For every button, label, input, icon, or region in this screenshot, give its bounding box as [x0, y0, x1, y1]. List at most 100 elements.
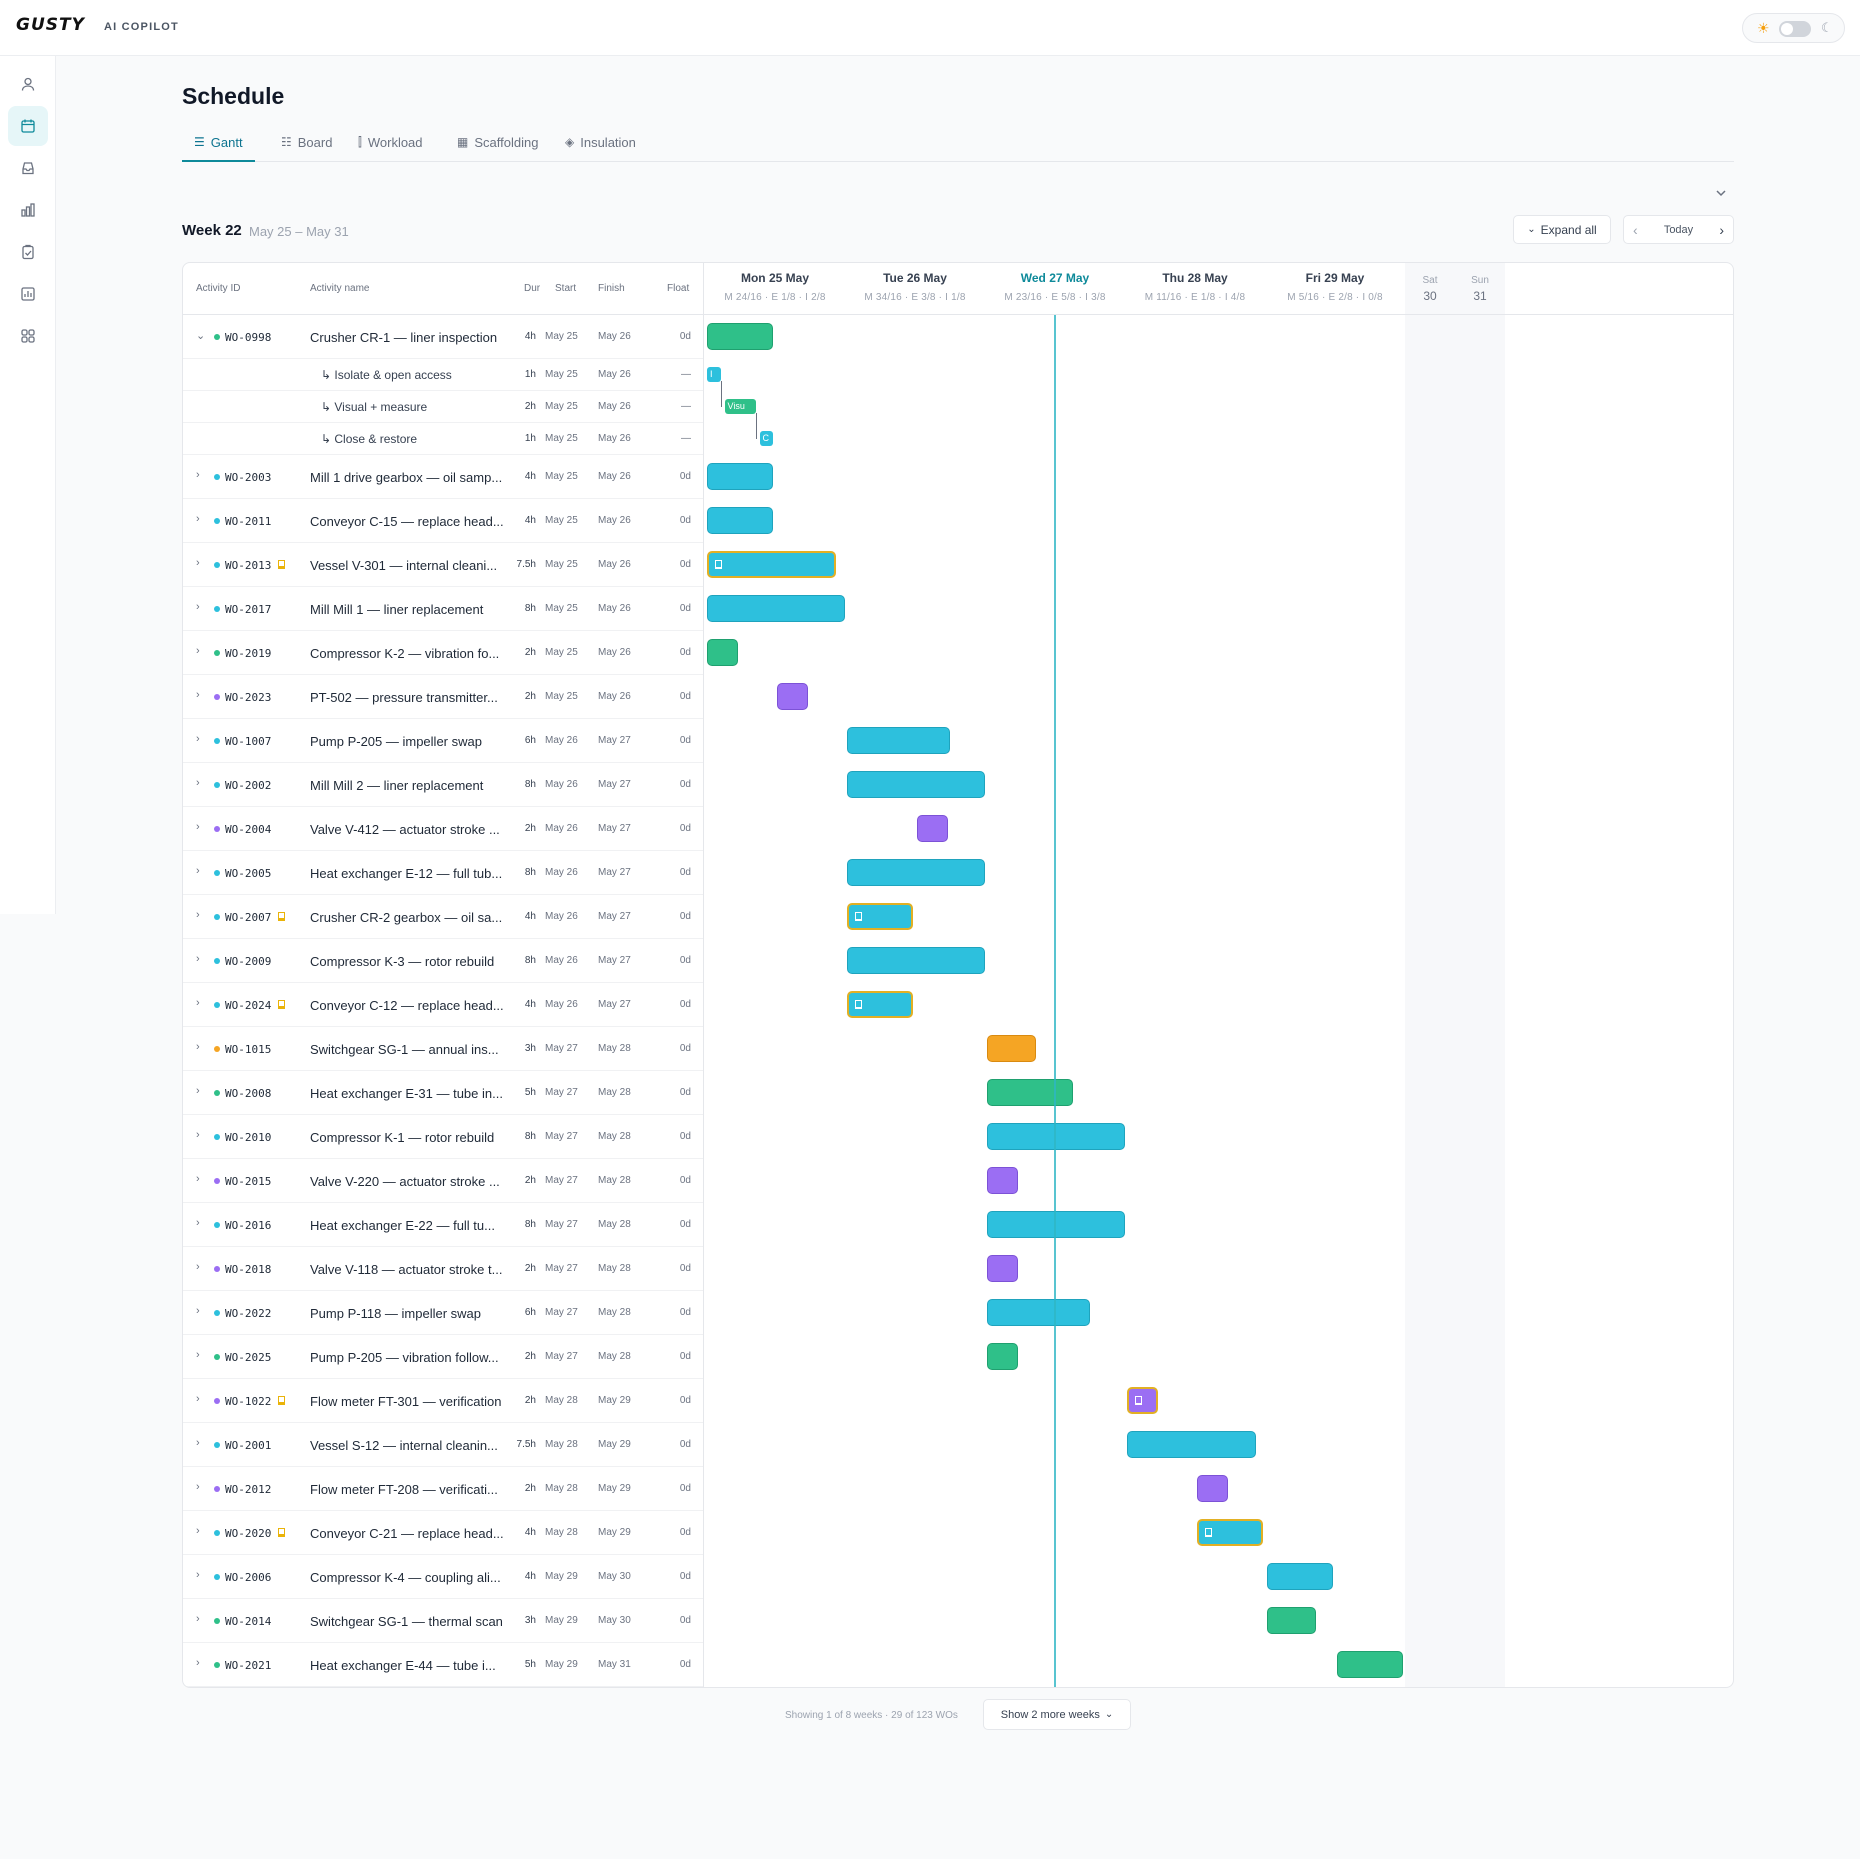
gantt-bar[interactable]	[987, 1035, 1036, 1062]
sidebar-item-schedule[interactable]	[8, 106, 48, 146]
sidebar-item-analytics[interactable]	[8, 190, 48, 230]
activity-name[interactable]: Conveyor C-15 — replace head...	[310, 514, 504, 529]
activity-name[interactable]: Pump P-205 — vibration follow...	[310, 1350, 499, 1365]
activity-name[interactable]: Compressor K-1 — rotor rebuild	[310, 1130, 495, 1145]
table-row[interactable]: › WO-2016 Heat exchanger E-22 — full tu...…	[183, 1203, 703, 1247]
chevron-right-icon[interactable]: ›	[196, 865, 200, 877]
subtask-row[interactable]: ↳ Isolate & open access 1h May 25 May 26 —	[183, 359, 703, 391]
tab-board[interactable]: ☷ Board	[281, 135, 333, 150]
table-row[interactable]: › WO-2019 Compressor K-2 — vibration fo...…	[183, 631, 703, 675]
table-row[interactable]: › WO-2020 Conveyor C-21 — replace head... 4…	[183, 1511, 703, 1555]
table-row[interactable]: › WO-2025 Pump P-205 — vibration follow...…	[183, 1335, 703, 1379]
activity-name[interactable]: Vessel S-12 — internal cleanin...	[310, 1438, 498, 1453]
chevron-right-icon[interactable]: ›	[196, 1085, 200, 1097]
activity-name[interactable]: Compressor K-4 — coupling ali...	[310, 1570, 501, 1585]
tab-scaffolding[interactable]: ▦ Scaffolding	[457, 135, 539, 150]
gantt-bar[interactable]	[987, 1255, 1018, 1282]
subtask-bar[interactable]: C	[759, 431, 773, 446]
activity-name[interactable]: Compressor K-3 — rotor rebuild	[310, 954, 495, 969]
show-more-weeks-button[interactable]: Show 2 more weeks ⌄	[983, 1699, 1131, 1730]
gantt-bar[interactable]	[1337, 1651, 1403, 1678]
activity-name[interactable]: Valve V-118 — actuator stroke t...	[310, 1262, 503, 1277]
table-row[interactable]: › WO-2022 Pump P-118 — impeller swap 6h May …	[183, 1291, 703, 1335]
table-row[interactable]: ⌄ WO-0998 Crusher CR-1 — liner inspection 4…	[183, 315, 703, 359]
chevron-right-icon[interactable]: ›	[196, 953, 200, 965]
activity-name[interactable]: Pump P-118 — impeller swap	[310, 1306, 481, 1321]
table-row[interactable]: › WO-2017 Mill Mill 1 — liner replacement 8…	[183, 587, 703, 631]
gantt-bar[interactable]	[987, 1299, 1090, 1326]
col-float[interactable]: Float	[667, 283, 690, 294]
gantt-bar[interactable]	[777, 683, 808, 710]
theme-switch[interactable]	[1779, 21, 1811, 37]
activity-name[interactable]: Vessel V-301 — internal cleani...	[310, 558, 498, 573]
logo[interactable]: GUSTY	[16, 15, 85, 35]
activity-name[interactable]: Switchgear SG-1 — thermal scan	[310, 1614, 503, 1629]
gantt-bar[interactable]	[847, 727, 950, 754]
chevron-right-icon[interactable]: ›	[196, 1217, 200, 1229]
table-row[interactable]: › WO-2001 Vessel S-12 — internal cleanin..…	[183, 1423, 703, 1467]
subtask-row[interactable]: ↳ Close & restore 1h May 25 May 26 —	[183, 423, 703, 455]
chevron-right-icon[interactable]: ›	[196, 1173, 200, 1185]
gantt-bar[interactable]	[847, 991, 913, 1018]
table-row[interactable]: › WO-2024 Conveyor C-12 — replace head... 4…	[183, 983, 703, 1027]
gantt-bar[interactable]	[917, 815, 948, 842]
gantt-bar[interactable]	[987, 1211, 1125, 1238]
table-row[interactable]: › WO-2005 Heat exchanger E-12 — full tub..…	[183, 851, 703, 895]
chevron-right-icon[interactable]: ›	[196, 821, 200, 833]
subtask-name[interactable]: ↳ Visual + measure	[321, 400, 428, 414]
gantt-bar[interactable]	[987, 1079, 1073, 1106]
chevron-right-icon[interactable]: ›	[1719, 221, 1724, 238]
col-start[interactable]: Start	[555, 283, 577, 294]
activity-name[interactable]: Valve V-220 — actuator stroke ...	[310, 1174, 500, 1189]
activity-name[interactable]: Flow meter FT-208 — verificati...	[310, 1482, 498, 1497]
sidebar-item-tasks[interactable]	[8, 232, 48, 272]
chevron-right-icon[interactable]: ›	[196, 1657, 200, 1669]
gantt-bar[interactable]	[987, 1343, 1018, 1370]
sidebar-item-inbox[interactable]	[8, 148, 48, 188]
sidebar-item-profile[interactable]	[8, 64, 48, 104]
chevron-right-icon[interactable]: ›	[196, 733, 200, 745]
chevron-right-icon[interactable]: ›	[196, 1393, 200, 1405]
chevron-right-icon[interactable]: ›	[196, 1481, 200, 1493]
table-row[interactable]: › WO-2013 Vessel V-301 — internal cleani..…	[183, 543, 703, 587]
sidebar-item-reports[interactable]	[8, 274, 48, 314]
tab-gantt[interactable]: ☰ Gantt	[182, 132, 255, 162]
gantt-bar[interactable]	[1267, 1607, 1316, 1634]
activity-name[interactable]: PT-502 — pressure transmitter...	[310, 690, 498, 705]
chevron-right-icon[interactable]: ›	[196, 1261, 200, 1273]
gantt-bar[interactable]	[707, 323, 773, 350]
sidebar-item-apps[interactable]	[8, 316, 48, 356]
col-activity-name[interactable]: Activity name	[310, 283, 370, 294]
table-row[interactable]: › WO-2015 Valve V-220 — actuator stroke ..…	[183, 1159, 703, 1203]
activity-name[interactable]: Crusher CR-2 gearbox — oil sa...	[310, 910, 503, 925]
col-finish[interactable]: Finish	[598, 283, 625, 294]
table-row[interactable]: › WO-2009 Compressor K-3 — rotor rebuild 8h…	[183, 939, 703, 983]
activity-name[interactable]: Compressor K-2 — vibration fo...	[310, 646, 500, 661]
gantt-bar[interactable]	[707, 639, 738, 666]
activity-name[interactable]: Valve V-412 — actuator stroke ...	[310, 822, 500, 837]
col-activity-id[interactable]: Activity ID	[196, 283, 241, 294]
activity-name[interactable]: Flow meter FT-301 — verification	[310, 1394, 502, 1409]
table-row[interactable]: › WO-2012 Flow meter FT-208 — verificati..…	[183, 1467, 703, 1511]
gantt-bar[interactable]	[987, 1167, 1018, 1194]
gantt-bar[interactable]	[987, 1123, 1125, 1150]
table-row[interactable]: › WO-2014 Switchgear SG-1 — thermal scan 3h…	[183, 1599, 703, 1643]
table-row[interactable]: › WO-2011 Conveyor C-15 — replace head... 4…	[183, 499, 703, 543]
activity-name[interactable]: Conveyor C-12 — replace head...	[310, 998, 504, 1013]
chevron-right-icon[interactable]: ›	[196, 777, 200, 789]
expand-all-button[interactable]: ⌄ Expand all	[1513, 215, 1611, 244]
activity-name[interactable]: Pump P-205 — impeller swap	[310, 734, 482, 749]
gantt-bar[interactable]	[707, 595, 845, 622]
chevron-right-icon[interactable]: ›	[196, 557, 200, 569]
gantt-bar[interactable]	[1127, 1431, 1257, 1458]
gantt-bar[interactable]	[847, 859, 985, 886]
chevron-right-icon[interactable]: ›	[196, 1525, 200, 1537]
gantt-bar[interactable]	[847, 903, 913, 930]
activity-name[interactable]: Mill Mill 1 — liner replacement	[310, 602, 484, 617]
chevron-right-icon[interactable]: ›	[196, 689, 200, 701]
activity-name[interactable]: Switchgear SG-1 — annual ins...	[310, 1042, 499, 1057]
theme-toggle[interactable]: ☀ ☾	[1742, 13, 1845, 43]
table-row[interactable]: › WO-2023 PT-502 — pressure transmitter...…	[183, 675, 703, 719]
activity-name[interactable]: Heat exchanger E-31 — tube in...	[310, 1086, 503, 1101]
chevron-down-icon[interactable]	[1714, 186, 1728, 200]
